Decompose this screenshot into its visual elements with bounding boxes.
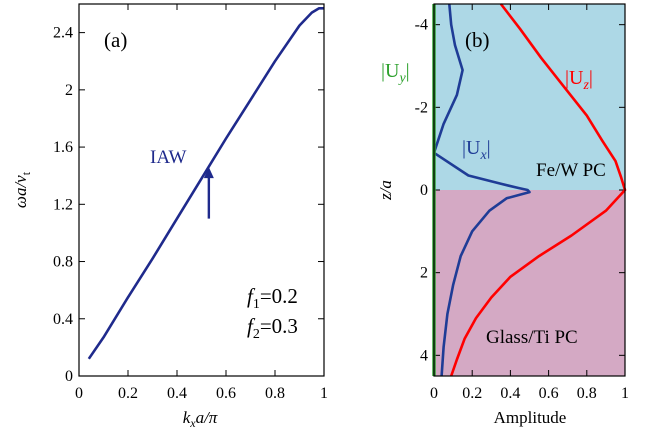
legend-ux-main: |U <box>462 137 481 159</box>
panel-a-y-tick-label: 0.4 <box>53 311 73 328</box>
panel-b-y-tick-label: 2 <box>420 265 428 282</box>
panel-b-x-tick-label: 0.4 <box>500 385 520 402</box>
uz-amplitude-curve <box>449 3 627 377</box>
legend-uy-sub: y <box>397 71 406 86</box>
panel-b-y-tick-label: 4 <box>420 347 428 364</box>
panel-b-x-tick-label: 0.2 <box>462 385 482 402</box>
panel-a-ylabel-main: ωa/v <box>11 175 30 208</box>
panel-b-x-axis-label: Amplitude <box>494 408 567 427</box>
panel-b-label: (b) <box>465 28 490 52</box>
f1-symbol: f <box>247 284 256 308</box>
panel-a-label: (a) <box>104 28 127 52</box>
f2-symbol: f <box>247 314 256 338</box>
panel-b-y-axis-label: z/a <box>376 180 395 201</box>
iaw-annotation: IAW <box>150 147 187 168</box>
panel-a-y-axis-label: ωa/vt <box>11 171 33 208</box>
legend-ux: |Ux| <box>462 137 491 163</box>
panel-a-x-tick-label: 0.8 <box>265 385 285 402</box>
panel-a-y-tick-label: 1.6 <box>53 139 73 156</box>
legend-ux-sub: x <box>479 148 487 163</box>
panel-a-xlabel-tail: a/π <box>196 408 218 427</box>
panel-a-ylabel-sub: t <box>19 171 33 175</box>
ux-amplitude-curve <box>432 3 531 377</box>
panel-a-xlabel-sub: x <box>189 416 196 430</box>
f1-annotation: f1=0.2 <box>247 284 298 312</box>
region-label-glass-ti: Glass/Ti PC <box>486 327 578 348</box>
f2-value: =0.3 <box>260 314 298 338</box>
f2-subscript: 2 <box>253 327 260 342</box>
panel-b-x-tick-label: 0.6 <box>539 385 559 402</box>
legend-uy: |Uy| <box>381 60 410 86</box>
panel-a-y-tick-label: 2 <box>65 82 73 99</box>
panel-a-y-tick-label: 0 <box>65 368 73 385</box>
panel-a-xlabel-k: k <box>183 408 191 427</box>
panel-b-x-tick-label: 0.8 <box>577 385 597 402</box>
f1-value: =0.2 <box>260 284 298 308</box>
panel-a-y-tick-label: 2.4 <box>53 25 73 42</box>
legend-uz-sub: z <box>582 78 589 93</box>
f1-subscript: 1 <box>253 297 260 312</box>
panel-a-x-tick-label: 1 <box>320 385 328 402</box>
panel-b-x-tick-label: 0 <box>430 385 438 402</box>
panel-a-y-tick-label: 1.2 <box>53 196 73 213</box>
panel-b-y-tick-label: -4 <box>415 17 428 34</box>
panel-a: 0 0.2 0.4 0.6 0.8 1 0 0.4 0.8 1.2 1.6 2 2.4 (a) IAW… <box>11 3 328 430</box>
panel-a-series <box>87 7 324 360</box>
panel-a-x-tick-label: 0.4 <box>167 385 187 402</box>
legend-uy-main: |U <box>381 60 400 82</box>
iaw-arrow-head <box>203 167 214 179</box>
panel-a-x-ticks: 0 0.2 0.4 0.6 0.8 1 <box>75 4 328 402</box>
panel-a-dispersion-line <box>87 7 324 360</box>
panel-a-frame <box>78 3 325 377</box>
panel-b-frame <box>433 3 626 377</box>
f2-annotation: f2=0.3 <box>247 314 298 342</box>
panel-b-y-tick-label: -2 <box>415 99 428 116</box>
panel-a-x-tick-label: 0.6 <box>216 385 236 402</box>
panel-b-y-tick-label: 0 <box>420 182 428 199</box>
legend-uz-tail: | <box>589 67 593 89</box>
legend-uy-tail: | <box>406 60 410 82</box>
legend-ux-tail: | <box>487 137 491 159</box>
iaw-arrow <box>203 167 214 219</box>
panel-a-x-tick-label: 0.2 <box>118 385 138 402</box>
region-fe-w-pc <box>434 4 625 190</box>
region-label-fe-w: Fe/W PC <box>536 160 606 181</box>
panel-b-x-ticks: 0 0.2 0.4 0.6 0.8 1 <box>430 4 629 402</box>
legend-uz-main: |U <box>565 67 584 89</box>
panel-a-x-axis-label: kxa/π <box>183 408 218 430</box>
legend-uz: |Uz| <box>565 67 593 93</box>
panel-b-x-tick-label: 1 <box>621 385 629 402</box>
panel-a-x-tick-label: 0 <box>75 385 83 402</box>
panel-a-y-tick-label: 0.8 <box>53 254 73 271</box>
